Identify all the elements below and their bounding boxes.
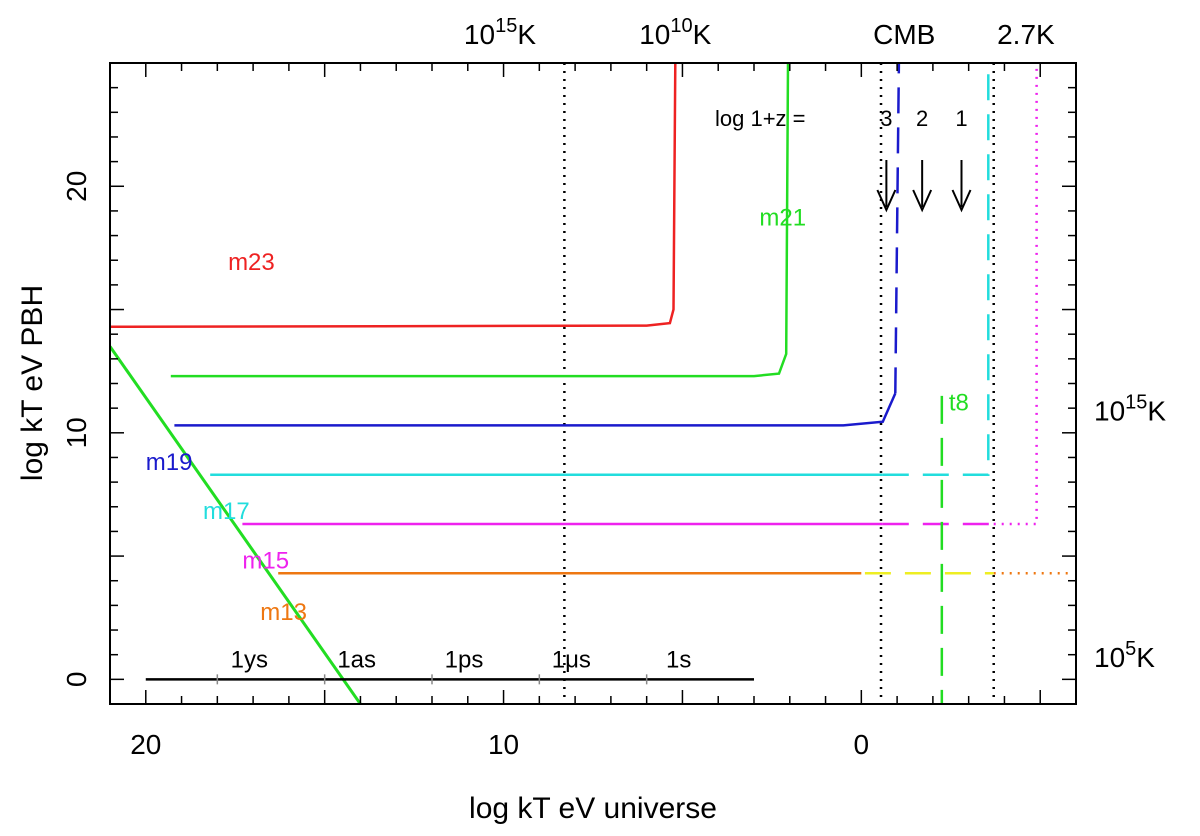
series-layer <box>110 63 1073 704</box>
series-label-m21: m21 <box>759 205 806 232</box>
time-scale-label-3: 1μs <box>552 646 591 673</box>
y-axis-title: log kT eV PBH <box>16 285 49 481</box>
label-layer: 1ys 1as 1ps 1μs 1s 3 2 1 m23 m21 m19 m17 m15 m13 t8 20 1… <box>61 15 1166 760</box>
x-tick-label-0: 20 <box>130 729 161 760</box>
time-scale-label-1: 1as <box>337 646 376 673</box>
time-scale-label-4: 1s <box>666 646 691 673</box>
top-axis-label-1: 1010K <box>639 15 711 50</box>
x-axis-title: log kT eV universe <box>469 792 717 825</box>
y-tick-label-2: 20 <box>61 171 92 202</box>
top-axis-label-0: 1015K <box>464 15 536 50</box>
axis-layer <box>109 62 1077 705</box>
marker-layer <box>145 160 972 685</box>
series-label-m15: m15 <box>242 547 289 574</box>
y-tick-label-1: 10 <box>61 417 92 448</box>
top-axis-label-2: CMB <box>873 19 935 50</box>
series-label-m13: m13 <box>260 599 307 626</box>
x-tick-label-2: 0 <box>854 729 870 760</box>
series-m15-dotted <box>993 63 1038 526</box>
series-label-m17: m17 <box>203 498 250 525</box>
series-label-m23: m23 <box>228 249 275 276</box>
t8-label: t8 <box>949 390 969 417</box>
time-scale-label-0: 1ys <box>231 646 268 673</box>
x-tick-label-1: 10 <box>488 729 519 760</box>
series-m23-solid <box>110 63 677 329</box>
right-axis-label-0: 1015K <box>1094 392 1166 427</box>
right-axis-label-1: 105K <box>1094 638 1155 673</box>
series-m19-dashed <box>894 63 901 394</box>
redshift-label: log 1+z = <box>715 106 806 131</box>
time-scale-label-2: 1ps <box>445 646 484 673</box>
y-tick-label-0: 0 <box>61 672 92 688</box>
redshift-arrowhead-1 <box>912 189 933 213</box>
series-m21-solid <box>170 63 790 378</box>
redshift-value-2: 1 <box>955 106 967 131</box>
redshift-value-1: 2 <box>916 106 928 131</box>
series-m19-solid <box>174 392 897 427</box>
plot-frame <box>109 62 1077 705</box>
redshift-arrowhead-2 <box>951 189 972 213</box>
redshift-arrowhead-0 <box>876 189 897 213</box>
redshift-value-0: 3 <box>880 106 892 131</box>
evaporation-line <box>110 345 362 704</box>
top-axis-label-3: 2.7K <box>997 19 1055 50</box>
series-m17-dashed <box>882 63 990 476</box>
series-label-m19: m19 <box>146 449 193 476</box>
